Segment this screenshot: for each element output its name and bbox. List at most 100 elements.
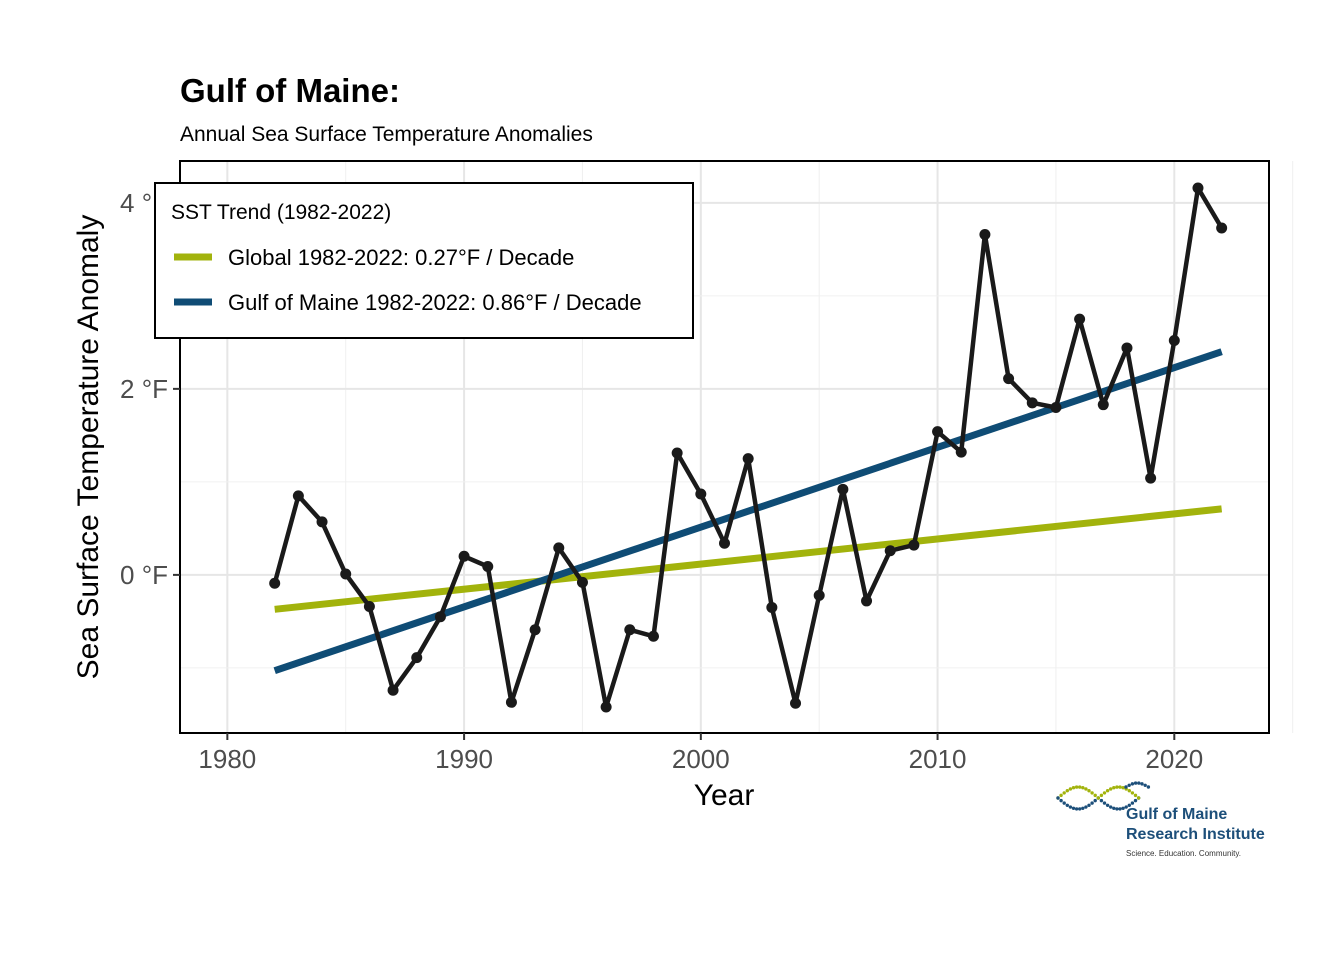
- data-point: [1097, 399, 1109, 411]
- logo-dot: [1121, 786, 1125, 790]
- data-point: [316, 516, 328, 528]
- data-point: [837, 483, 849, 495]
- logo-dot: [1065, 789, 1070, 793]
- logo-dot: [1056, 796, 1060, 800]
- logo-dot: [1099, 793, 1104, 798]
- data-point: [979, 228, 991, 240]
- logo-dot: [1093, 793, 1097, 798]
- logo-dot: [1105, 803, 1110, 807]
- logo-dot: [1133, 781, 1138, 785]
- data-point: [1145, 472, 1157, 484]
- data-point: [576, 576, 588, 588]
- data-point: [269, 577, 281, 589]
- logo-dot: [1099, 798, 1104, 803]
- logo-dot: [1127, 789, 1132, 793]
- logo-dot: [1130, 791, 1135, 795]
- logo-dot: [1130, 782, 1135, 786]
- logo-dot: [1078, 807, 1082, 811]
- logo-dot: [1087, 789, 1091, 793]
- data-point: [529, 624, 541, 636]
- logo-dot: [1090, 801, 1094, 805]
- legend: SST Trend (1982-2022) Global 1982-2022: …: [154, 182, 694, 339]
- logo-dot: [1090, 791, 1094, 795]
- logo-dot: [1062, 801, 1066, 805]
- logo-dot: [1105, 789, 1110, 793]
- grid: [180, 161, 1294, 733]
- data-point: [790, 697, 802, 709]
- logo-dot: [1071, 806, 1076, 810]
- logo-dot: [1084, 787, 1088, 791]
- logo-dot: [1133, 798, 1138, 803]
- logo-dot: [1093, 798, 1097, 803]
- logo-dot: [1102, 791, 1107, 795]
- legend-title: SST Trend (1982-2022): [171, 201, 391, 224]
- anomaly-series: [269, 182, 1228, 713]
- data-point: [363, 601, 375, 613]
- logo-dot: [1140, 782, 1144, 786]
- logo-dot: [1118, 807, 1122, 811]
- logo-dot: [1102, 801, 1107, 805]
- logo-dot: [1136, 796, 1141, 800]
- logo-dot: [1068, 805, 1073, 809]
- data-point: [340, 568, 352, 580]
- logo-dot: [1112, 806, 1116, 810]
- logo-dot: [1081, 806, 1085, 810]
- data-point: [647, 630, 659, 642]
- data-point: [1121, 342, 1133, 354]
- data-point: [505, 696, 517, 708]
- y-tick-label: 0 °F: [120, 560, 168, 590]
- logo-dot: [1068, 787, 1073, 791]
- data-point: [955, 446, 967, 458]
- logo-dot: [1109, 805, 1113, 809]
- y-axis-title: Sea Surface Temperature Anomaly: [72, 215, 105, 680]
- x-tick-label: 2020: [1145, 744, 1203, 774]
- logo-dot: [1109, 787, 1113, 791]
- data-point: [434, 611, 446, 623]
- legend-label-gulf-of-maine: Gulf of Maine 1982-2022: 0.86°F / Decade: [228, 290, 642, 315]
- data-point: [695, 488, 707, 500]
- logo-dot: [1124, 785, 1128, 789]
- data-point: [482, 561, 494, 573]
- logo-dot: [1081, 786, 1085, 790]
- logo-dot: [1062, 791, 1066, 795]
- logo-line1: Gulf of Maine: [1126, 806, 1227, 823]
- logo-dot: [1096, 796, 1101, 800]
- data-point: [387, 684, 399, 696]
- logo-dot: [1121, 806, 1125, 810]
- data-point: [932, 426, 944, 438]
- data-point: [742, 453, 754, 465]
- data-point: [908, 539, 920, 551]
- legend-label-global: Global 1982-2022: 0.27°F / Decade: [228, 245, 574, 270]
- data-point: [1216, 222, 1228, 234]
- logo: Gulf of Maine Research Institute Science…: [1056, 781, 1265, 858]
- logo-dot: [1137, 781, 1141, 785]
- logo-dot: [1087, 803, 1091, 807]
- data-point: [1026, 397, 1038, 409]
- logo-dot: [1143, 783, 1147, 787]
- data-point: [292, 490, 304, 502]
- data-point: [884, 545, 896, 557]
- logo-dot: [1130, 801, 1135, 805]
- data-point: [553, 542, 565, 554]
- logo-dot: [1127, 803, 1132, 807]
- logo-wave-icon: [1056, 781, 1151, 811]
- chart-subtitle: Annual Sea Surface Temperature Anomalies: [180, 123, 593, 146]
- y-tick-label: 2 °F: [120, 374, 168, 404]
- trend-line-global: [274, 505, 1223, 613]
- data-point: [766, 601, 778, 613]
- data-point: [1168, 335, 1180, 347]
- data-point: [1074, 313, 1086, 325]
- logo-dot: [1074, 785, 1079, 789]
- trend-line-gulf-of-maine: [273, 348, 1223, 675]
- logo-dot: [1084, 805, 1088, 809]
- logo-line2: Research Institute: [1126, 826, 1265, 843]
- logo-dot: [1127, 783, 1131, 787]
- data-point: [1050, 401, 1062, 413]
- logo-dot: [1115, 785, 1119, 789]
- data-point: [813, 589, 825, 601]
- chart-title: Gulf of Maine:: [180, 72, 400, 109]
- data-point: [861, 595, 873, 607]
- data-point: [1003, 373, 1015, 385]
- x-axis-ticks: 1980 1990 2000 2010 2020: [198, 733, 1203, 774]
